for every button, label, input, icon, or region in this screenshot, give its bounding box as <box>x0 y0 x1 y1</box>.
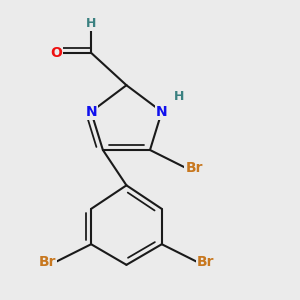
Text: Br: Br <box>38 255 56 269</box>
Text: N: N <box>85 105 97 119</box>
Text: O: O <box>50 46 62 60</box>
Text: Br: Br <box>197 255 214 269</box>
Text: Br: Br <box>185 161 203 175</box>
Text: H: H <box>86 17 96 30</box>
Text: H: H <box>174 91 184 103</box>
Text: N: N <box>156 105 168 119</box>
